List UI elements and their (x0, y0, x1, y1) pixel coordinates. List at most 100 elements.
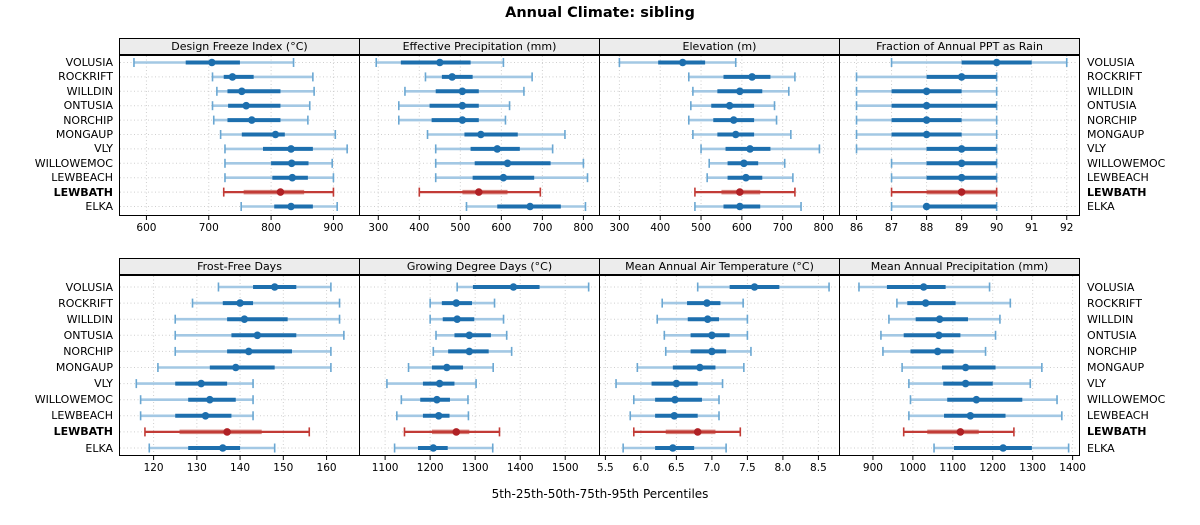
station-label-right-elka: ELKA (1087, 200, 1115, 213)
percentile-row-volusia (375, 58, 505, 67)
percentile-row-lewbeach (396, 411, 470, 421)
axis-ticks (872, 456, 1074, 460)
axis-tick-label: 800 (813, 222, 834, 234)
axis-tick-label: 600 (491, 222, 512, 234)
axis-tick-label: 500 (691, 222, 712, 234)
panel-header: Effective Precipitation (mm) (359, 38, 600, 55)
x-axis-label: 5th-25th-50th-75th-95th Percentiles (491, 487, 709, 501)
percentile-row-willowemoc (434, 158, 585, 168)
axis-ticks (604, 456, 819, 460)
axis-tick-label: 7.5 (739, 462, 756, 474)
station-label-right-norchip: NORCHIP (1087, 344, 1137, 358)
percentile-row-ontusia (397, 101, 511, 111)
panel-border (359, 275, 600, 456)
percentile-row-elka (148, 443, 276, 453)
percentile-row-norchip (855, 115, 998, 125)
axis-ticks (618, 216, 824, 220)
axis-tick-label: 8.5 (810, 462, 827, 474)
axis-tick-label: 900 (323, 222, 344, 234)
station-label-right-lewbeach: LEWBEACH (1087, 409, 1149, 423)
station-label-left-volusia: VOLUSIA (65, 56, 113, 69)
percentile-row-lewbeach (629, 411, 720, 421)
percentile-row-lewbeach (224, 173, 335, 183)
station-label-right-norchip: NORCHIP (1087, 113, 1137, 127)
percentile-row-willowemoc (909, 395, 1058, 405)
percentile-row-vly (700, 144, 821, 154)
station-label-left-vly: VLY (94, 377, 113, 391)
axis-tick-label: 91 (1025, 222, 1039, 234)
percentile-row-willowemoc (708, 158, 786, 168)
panel-header: Growing Degree Days (°C) (359, 258, 600, 275)
axis-tick-label: 140 (230, 462, 251, 474)
percentile-row-ontusia (880, 330, 997, 340)
percentile-row-mongaup (426, 130, 566, 139)
percentile-row-vly (908, 379, 1032, 389)
station-label-right-mongaup: MONGAUP (1087, 361, 1145, 374)
percentile-row-norchip (174, 346, 332, 356)
station-label-left-willdin: WILLDIN (66, 84, 113, 98)
station-label-right-lewbath: LEWBATH (1087, 185, 1147, 199)
panel-plot-6 (599, 275, 840, 460)
percentile-row-lewbeach (908, 411, 1063, 421)
percentile-row-lewbath (144, 427, 311, 437)
percentile-row-elka (890, 202, 998, 211)
axis-ticks (384, 456, 566, 460)
panel-header: Mean Annual Precipitation (mm) (839, 258, 1080, 275)
station-label-left-rockrift: ROCKRIFT (58, 70, 113, 84)
panel-plot-5 (359, 275, 600, 460)
axis-tick-label: 1400 (1059, 462, 1086, 474)
percentile-row-willdin (692, 86, 790, 96)
percentile-row-mongaup (901, 363, 1043, 372)
station-label-right-volusia: VOLUSIA (1087, 56, 1135, 69)
axis-tick-label: 160 (316, 462, 337, 474)
percentile-row-volusia (890, 58, 1068, 67)
axis-tick-label: 700 (198, 222, 219, 234)
panel-header: Elevation (m) (599, 38, 840, 55)
percentile-row-norchip (432, 346, 513, 356)
percentile-row-elka (465, 202, 587, 211)
percentile-row-lewbeach (139, 411, 254, 421)
station-label-right-lewbeach: LEWBEACH (1087, 171, 1149, 185)
axis-tick-label: 89 (954, 222, 969, 234)
station-label-right-elka: ELKA (1087, 441, 1115, 455)
station-label-right-rockrift: ROCKRIFT (1087, 296, 1142, 310)
percentile-row-volusia (217, 282, 332, 292)
station-label-left-norchip: NORCHIP (63, 344, 113, 358)
percentile-row-lewbath (403, 427, 501, 437)
axis-tick-label: 86 (849, 222, 864, 234)
percentile-row-mongaup (219, 130, 337, 139)
axis-tick-label: 300 (609, 222, 630, 234)
percentile-row-rockrift (687, 72, 796, 82)
percentile-row-ontusia (174, 330, 345, 340)
percentile-row-ontusia (211, 101, 311, 111)
axis-tick-label: 90 (989, 222, 1004, 234)
panel-plot-7 (839, 275, 1080, 460)
station-label-left-mongaup: MONGAUP (55, 128, 113, 141)
percentile-row-norchip (212, 115, 309, 125)
percentile-row-lewbath (890, 187, 998, 197)
axis-tick-label: 87 (884, 222, 899, 234)
panel-header: Frost-Free Days (119, 258, 360, 275)
panel-plot-0 (119, 55, 360, 220)
axis-ticks (856, 216, 1068, 220)
percentile-row-volusia (696, 282, 830, 292)
station-label-right-ontusia: ONTUSIA (1087, 328, 1137, 342)
axis-tick-label: 1500 (551, 462, 579, 474)
percentile-row-willdin (216, 86, 315, 96)
station-label-left-lewbeach: LEWBEACH (51, 171, 113, 185)
station-label-left-elka: ELKA (85, 441, 113, 455)
percentile-row-rockrift (211, 72, 314, 82)
percentile-row-rockrift (896, 298, 1012, 308)
axis-tick-label: 1100 (371, 462, 399, 474)
station-label-left-ontusia: ONTUSIA (63, 99, 113, 113)
percentile-row-volusia (618, 58, 737, 67)
axis-ticks (377, 216, 584, 220)
percentile-row-norchip (664, 346, 752, 356)
station-label-left-lewbath: LEWBATH (53, 185, 113, 199)
axis-tick-label: 800 (261, 222, 282, 234)
percentile-row-lewbeach (890, 173, 998, 183)
percentile-row-volusia (133, 58, 295, 67)
percentile-row-willowemoc (139, 395, 254, 405)
station-label-left-norchip: NORCHIP (63, 113, 113, 127)
panel-plot-2 (599, 55, 840, 220)
